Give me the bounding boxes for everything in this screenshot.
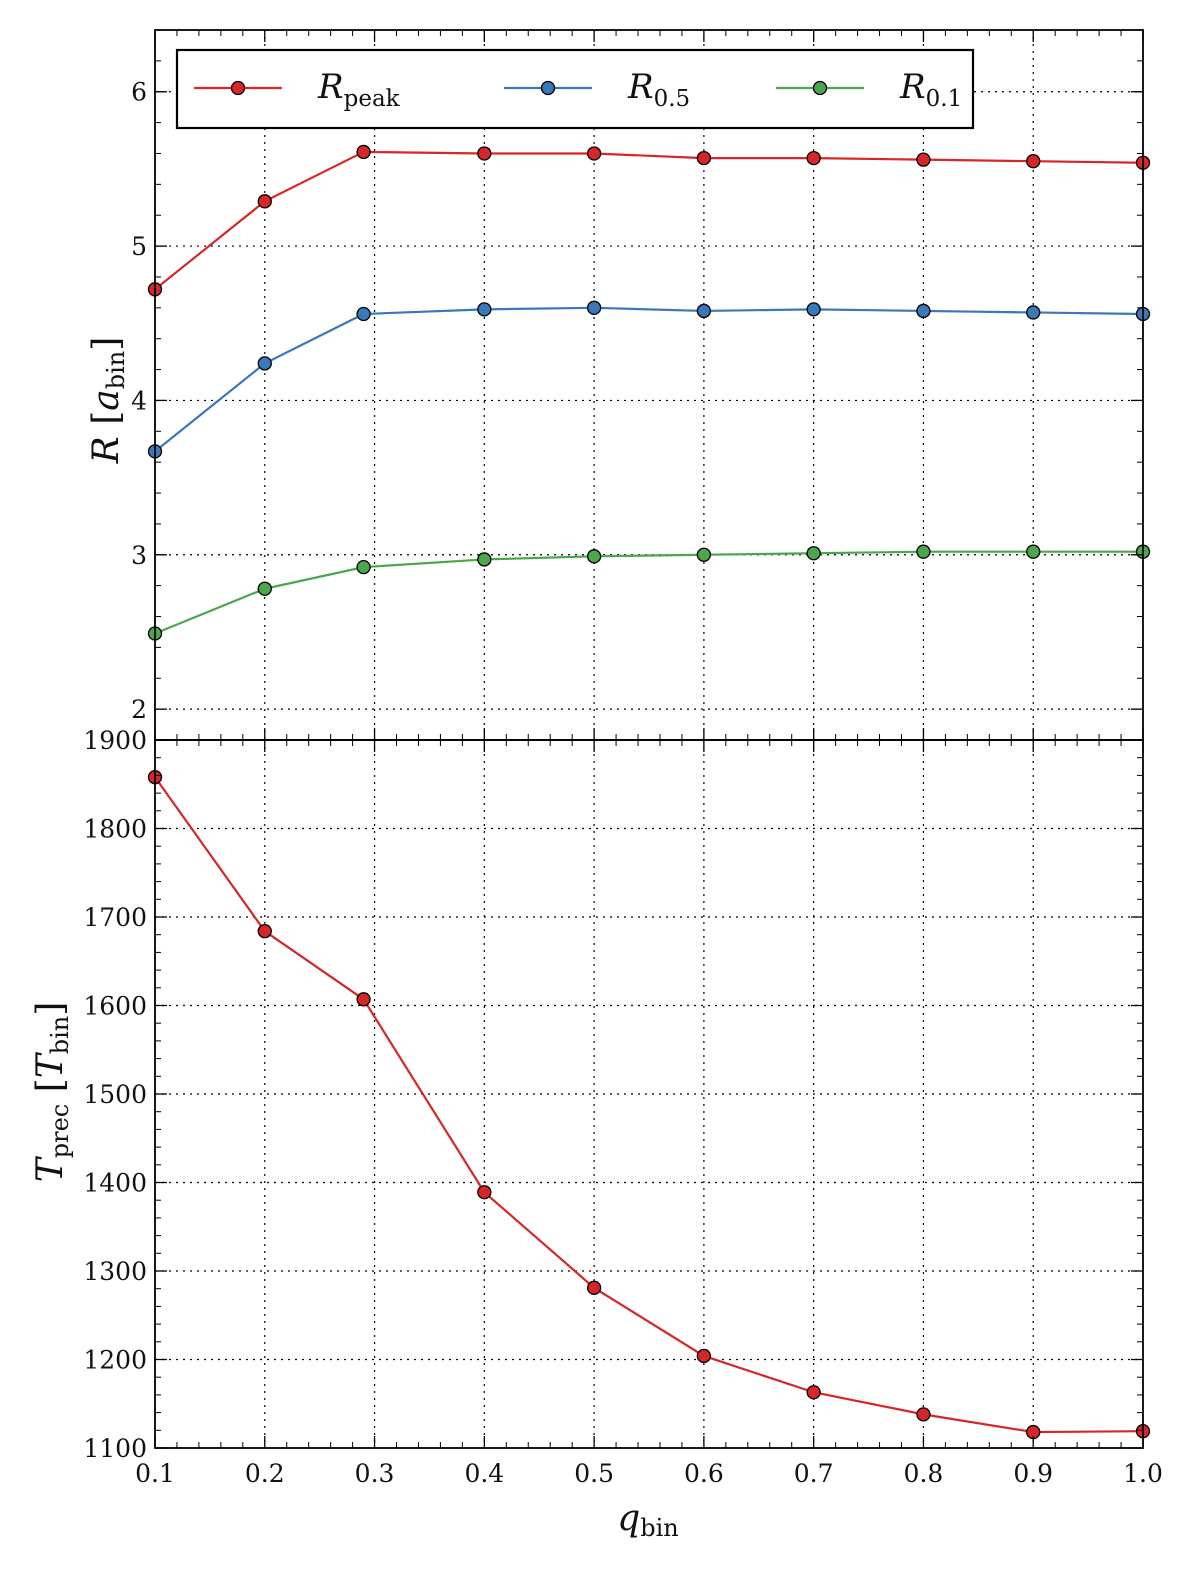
- x-tick-label: 0.8: [904, 1459, 944, 1488]
- legend-label: Rpeak: [317, 67, 401, 112]
- y-tick-label: 1900: [83, 726, 147, 755]
- top-y-axis-label: R [abin]: [86, 337, 130, 465]
- legend-swatch-marker: [230, 80, 246, 96]
- series-line-0: [154, 776, 1144, 1434]
- series-line-0: [154, 150, 1144, 291]
- data-point: [806, 150, 821, 166]
- panel-frame: [154, 29, 1144, 741]
- legend-label: R0.1: [899, 67, 962, 112]
- tick-labels: 2 3 4 5 6 1100 1200 1300 1400 1500 1600 1700 1800 190…: [83, 78, 1163, 1488]
- series-line-1: [154, 306, 1144, 453]
- data-point: [696, 547, 712, 562]
- legend-label: R0.5: [627, 67, 690, 112]
- data-point: [696, 303, 712, 319]
- y-tick-label: 1500: [83, 1080, 147, 1109]
- data-point: [916, 1407, 931, 1422]
- y-tick-label: 1400: [83, 1169, 147, 1198]
- data-point: [477, 1185, 492, 1200]
- data-point: [586, 300, 602, 315]
- y-tick-label: 1200: [83, 1346, 147, 1375]
- y-tick-label: 1700: [83, 903, 147, 932]
- y-tick-label: 3: [131, 541, 147, 570]
- data-point: [696, 1348, 712, 1364]
- data-point: [806, 302, 821, 317]
- data-point: [356, 559, 371, 575]
- y-tick-label: 2: [131, 695, 147, 724]
- tick-marks: [154, 30, 1144, 1449]
- data-point: [586, 549, 602, 564]
- data-point: [1026, 154, 1041, 169]
- y-tick-label: 1300: [83, 1257, 147, 1286]
- data-point: [696, 150, 712, 166]
- y-tick-label: 6: [131, 78, 147, 107]
- legend: Rpeak R0.5 R0.1: [175, 48, 975, 130]
- data-point: [257, 924, 272, 939]
- data-point: [586, 1280, 602, 1295]
- data-point: [356, 992, 371, 1007]
- y-tick-label: 1800: [83, 815, 147, 844]
- legend-swatch-marker: [812, 80, 828, 96]
- data-point: [586, 146, 602, 161]
- panel-frames: [154, 29, 1144, 1449]
- data-point: [916, 152, 931, 167]
- x-tick-label: 0.3: [355, 1459, 395, 1488]
- data-point: [257, 194, 272, 209]
- x-tick-label: 0.7: [794, 1459, 834, 1488]
- data-point: [477, 146, 492, 161]
- data-point: [257, 356, 272, 371]
- x-axis-label: qbin: [617, 1498, 679, 1542]
- data-point: [356, 144, 371, 160]
- bottom-panel-series: [147, 770, 1151, 1440]
- data-point: [1026, 305, 1041, 320]
- series-line-2: [154, 550, 1143, 635]
- y-tick-label: 1100: [83, 1434, 147, 1463]
- data-point: [806, 546, 821, 561]
- x-tick-label: 0.4: [464, 1459, 504, 1488]
- data-point: [477, 552, 492, 567]
- data-point: [356, 306, 371, 322]
- data-point: [806, 1385, 821, 1400]
- top-panel-series: [147, 144, 1151, 641]
- data-point: [916, 544, 931, 559]
- legend-swatch-marker: [540, 80, 556, 96]
- x-tick-label: 1.0: [1123, 1459, 1163, 1488]
- y-tick-label: 5: [131, 232, 147, 261]
- x-tick-label: 0.6: [684, 1459, 724, 1488]
- data-point: [916, 303, 931, 319]
- data-point: [477, 302, 492, 317]
- x-tick-label: 0.2: [245, 1459, 285, 1488]
- y-tick-label: 4: [131, 386, 147, 415]
- x-tick-label: 0.9: [1013, 1459, 1053, 1488]
- y-tick-label: 1600: [83, 992, 147, 1021]
- x-tick-label: 0.5: [574, 1459, 614, 1488]
- top-panel-grid: [155, 30, 1143, 740]
- data-point: [257, 581, 272, 596]
- bottom-panel-grid: [155, 740, 1143, 1448]
- data-point: [1026, 544, 1041, 559]
- bottom-y-axis-label: Tprec [Tbin]: [30, 1002, 74, 1183]
- x-tick-label: 0.1: [135, 1459, 175, 1488]
